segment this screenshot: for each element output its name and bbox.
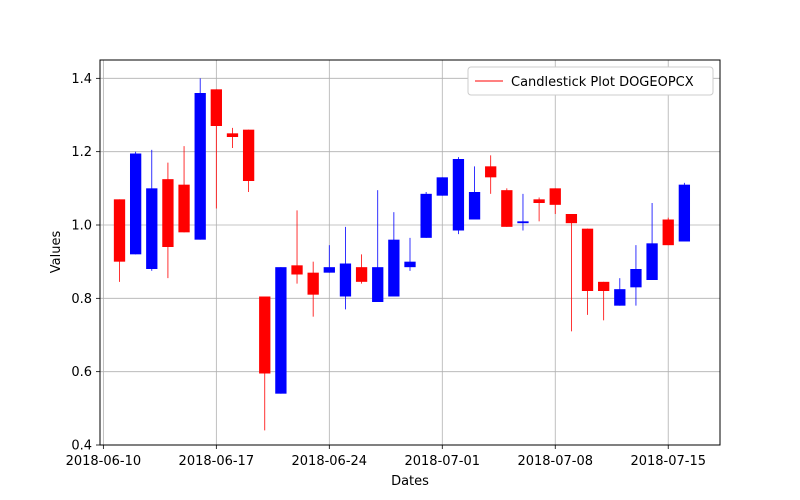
candle-body: [517, 221, 529, 224]
axis-ticks: 2018-06-10 2018-06-17 2018-06-24 2018-07-01…: [66, 72, 706, 469]
x-tick-label: 2018-07-15: [630, 454, 706, 469]
y-tick-label: 1.2: [71, 145, 92, 160]
candle-body: [275, 267, 287, 394]
candle-body: [468, 192, 481, 220]
x-tick-label: 2018-07-08: [517, 454, 593, 469]
candle-body: [113, 199, 126, 262]
candles: [113, 78, 691, 431]
candle-body: [210, 89, 222, 126]
candle-body: [194, 93, 206, 240]
candle-body: [259, 296, 271, 374]
candle-body: [355, 267, 368, 282]
candle-body: [307, 272, 319, 295]
y-tick-label: 0.8: [71, 292, 92, 307]
candle-body: [501, 190, 513, 227]
candle-body: [581, 228, 594, 291]
x-tick-label: 2018-06-24: [292, 454, 368, 469]
candle-body: [662, 219, 674, 246]
candle-body: [614, 289, 626, 306]
x-tick-label: 2018-06-17: [179, 454, 255, 469]
y-tick-label: 0.4: [71, 439, 92, 454]
candle-body: [420, 193, 432, 238]
y-tick-label: 0.6: [71, 365, 92, 380]
candle-body: [678, 184, 691, 242]
plot-frame: [99, 59, 721, 446]
candle-body: [291, 265, 303, 275]
legend-label: Candlestick Plot DOGEOPCX: [511, 75, 694, 90]
y-axis-title: Values: [49, 231, 64, 274]
candle-body: [323, 267, 335, 273]
candle-body: [549, 188, 561, 205]
candle-body: [129, 153, 142, 255]
candle-body: [436, 177, 448, 196]
candle-body: [533, 199, 545, 203]
candle-body: [646, 243, 658, 280]
candle-body: [565, 214, 578, 224]
candle-body: [452, 159, 465, 231]
candle-body: [226, 133, 239, 137]
candle-body: [146, 188, 158, 269]
legend-box: [467, 66, 714, 96]
candle-body: [339, 263, 352, 297]
candle-body: [162, 179, 174, 247]
candle-body: [485, 166, 497, 178]
x-tick-label: 2018-07-01: [404, 454, 480, 469]
candle-body: [242, 129, 255, 181]
y-tick-label: 1.0: [71, 219, 92, 234]
candle-body: [404, 261, 416, 268]
candle-body: [178, 184, 190, 233]
x-tick-label: 2018-06-10: [66, 454, 142, 469]
candle-body: [598, 281, 610, 291]
x-axis-title: Dates: [391, 474, 429, 489]
candle-body: [388, 239, 400, 297]
y-tick-label: 1.4: [71, 72, 92, 87]
legend: Candlestick Plot DOGEOPCX: [467, 66, 714, 96]
candle-body: [372, 267, 384, 302]
candle-body: [630, 269, 642, 288]
